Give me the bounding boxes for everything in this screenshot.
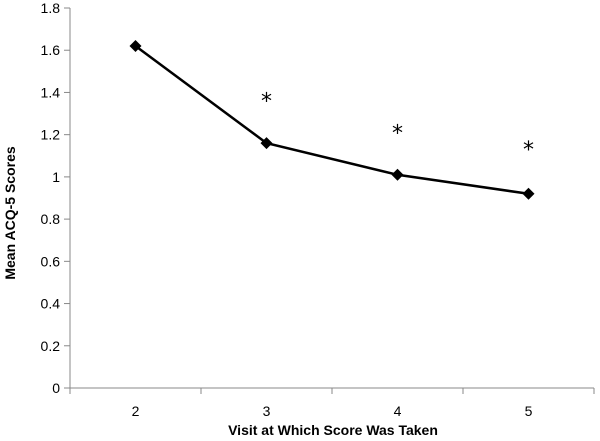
y-tick-label: 0.4 [41,296,61,312]
y-tick-label: 1.8 [41,0,61,16]
y-tick-label: 1.2 [41,127,61,143]
x-tick-label: 5 [525,403,533,419]
significance-asterisk: * [523,138,534,163]
x-axis-label: Visit at Which Score Was Taken [228,422,438,438]
significance-asterisk: * [261,90,272,115]
data-point [129,40,142,52]
significance-asterisk: * [392,121,403,146]
series-layer [129,40,535,200]
y-tick-label: 0.8 [41,211,61,227]
y-tick-label: 1.4 [41,84,61,100]
y-tick-label: 0.2 [41,338,61,354]
data-point [522,187,535,200]
data-point [391,168,404,181]
x-tick-label: 2 [132,403,140,419]
data-point [260,137,273,150]
x-tick-labels: 2 3 4 5 [132,403,533,419]
axes [64,7,595,394]
y-axis-label: Mean ACQ-5 Scores [2,146,18,280]
x-tick-label: 4 [394,403,402,419]
y-tick-label: 1 [52,169,60,185]
y-tick-label: 1.6 [41,42,61,58]
y-tick-label: 0 [52,380,60,396]
y-tick-label: 0.6 [41,253,61,269]
y-tick-labels: 0 0.2 0.4 0.6 0.8 1 1.2 1.4 1.6 1.8 [41,0,61,396]
annotations: * * * [261,90,534,164]
series-line [134,44,529,196]
x-tick-label: 3 [263,403,271,419]
